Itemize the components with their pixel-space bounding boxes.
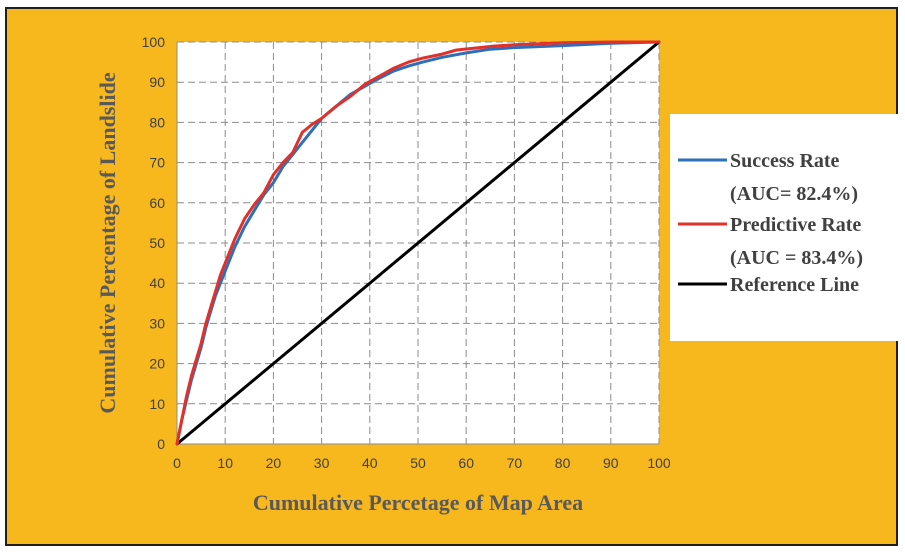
x-tick-label: 90 bbox=[603, 455, 619, 471]
y-tick-label: 80 bbox=[149, 114, 165, 130]
y-tick-label: 50 bbox=[149, 235, 165, 251]
x-tick-label: 100 bbox=[647, 455, 671, 471]
legend-label-2: Predictive Rate bbox=[730, 214, 861, 236]
x-tick-label: 10 bbox=[217, 455, 233, 471]
legend-note-1: (AUC= 82.4%) bbox=[730, 183, 858, 205]
y-tick-label: 40 bbox=[149, 275, 165, 291]
y-tick-label: 70 bbox=[149, 155, 165, 171]
legend-note-2: (AUC = 83.4%) bbox=[730, 247, 863, 269]
y-tick-label: 0 bbox=[157, 436, 165, 452]
x-tick-label: 30 bbox=[314, 455, 330, 471]
y-tick-label: 20 bbox=[149, 356, 165, 372]
y-tick-label: 60 bbox=[149, 195, 165, 211]
x-axis-title: Cumulative Percetage of Map Area bbox=[253, 490, 583, 515]
legend-label-3: Reference Line bbox=[730, 274, 859, 296]
x-tick-label: 50 bbox=[410, 455, 426, 471]
x-tick-label: 60 bbox=[458, 455, 474, 471]
series-line-2 bbox=[175, 40, 661, 446]
legend-box bbox=[670, 114, 900, 341]
y-tick-label: 90 bbox=[149, 74, 165, 90]
chart-area: 0 10 20 30 40 50 60 70 80 90 100 0 10 20 30 40 50 60 70 80 9… bbox=[5, 7, 900, 546]
roc-chart: 0 10 20 30 40 50 60 70 80 90 100 0 10 20 30 40 50 60 70 80 9… bbox=[95, 34, 900, 515]
legend-label-1: Success Rate bbox=[730, 150, 840, 172]
x-tick-label: 40 bbox=[362, 455, 378, 471]
y-tick-label: 100 bbox=[142, 34, 166, 50]
y-tick-label: 10 bbox=[149, 396, 165, 412]
y-tick-label: 30 bbox=[149, 315, 165, 331]
series-line-3 bbox=[175, 40, 661, 446]
x-tick-label: 80 bbox=[555, 455, 571, 471]
y-axis-title: Cumulative Percentage of Landslide bbox=[95, 72, 120, 413]
x-tick-label: 0 bbox=[173, 455, 181, 471]
x-tick-label: 70 bbox=[507, 455, 523, 471]
x-tick-label: 20 bbox=[266, 455, 282, 471]
